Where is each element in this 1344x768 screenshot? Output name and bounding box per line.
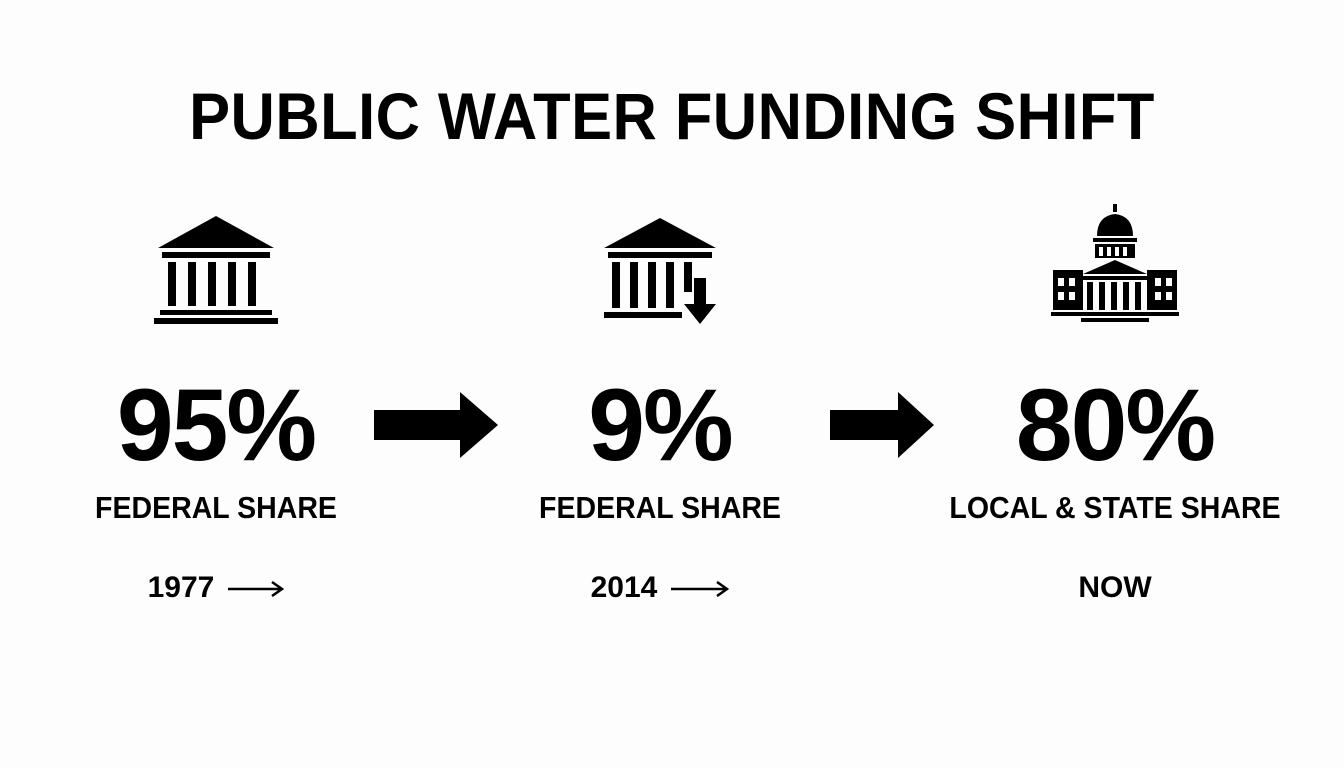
transition-arrow-icon: [374, 392, 498, 458]
stage-now: 80% LOCAL & STATE SHARE NOW: [915, 0, 1315, 768]
period-text: 1977: [147, 571, 215, 604]
period-text: NOW: [1078, 571, 1152, 604]
stage-label: LOCAL & STATE SHARE: [949, 490, 1281, 525]
stage-label: FEDERAL SHARE: [539, 490, 781, 525]
period-text: 2014: [590, 571, 658, 604]
federal-building-icon: [154, 216, 278, 324]
page-title: PUBLIC WATER FUNDING SHIFT: [189, 79, 1155, 153]
arrow-right-icon: [228, 581, 285, 598]
stage-percent: 9%: [588, 368, 733, 482]
state-capitol-icon: [1051, 204, 1179, 322]
stage-period: 1977: [16, 570, 416, 606]
arrow-right-icon: [671, 581, 730, 598]
stage-percent: 95%: [116, 368, 317, 482]
stage-label: FEDERAL SHARE: [95, 490, 337, 525]
transition-arrow-icon: [830, 392, 934, 458]
stage-period: NOW: [915, 570, 1315, 606]
stage-2014: 9% FEDERAL SHARE 2014: [460, 0, 860, 768]
stage-1977: 95% FEDERAL SHARE 1977: [16, 0, 416, 768]
stage-percent: 80%: [1015, 368, 1216, 482]
stage-period: 2014: [460, 570, 860, 606]
federal-building-declining-icon: [604, 218, 716, 324]
